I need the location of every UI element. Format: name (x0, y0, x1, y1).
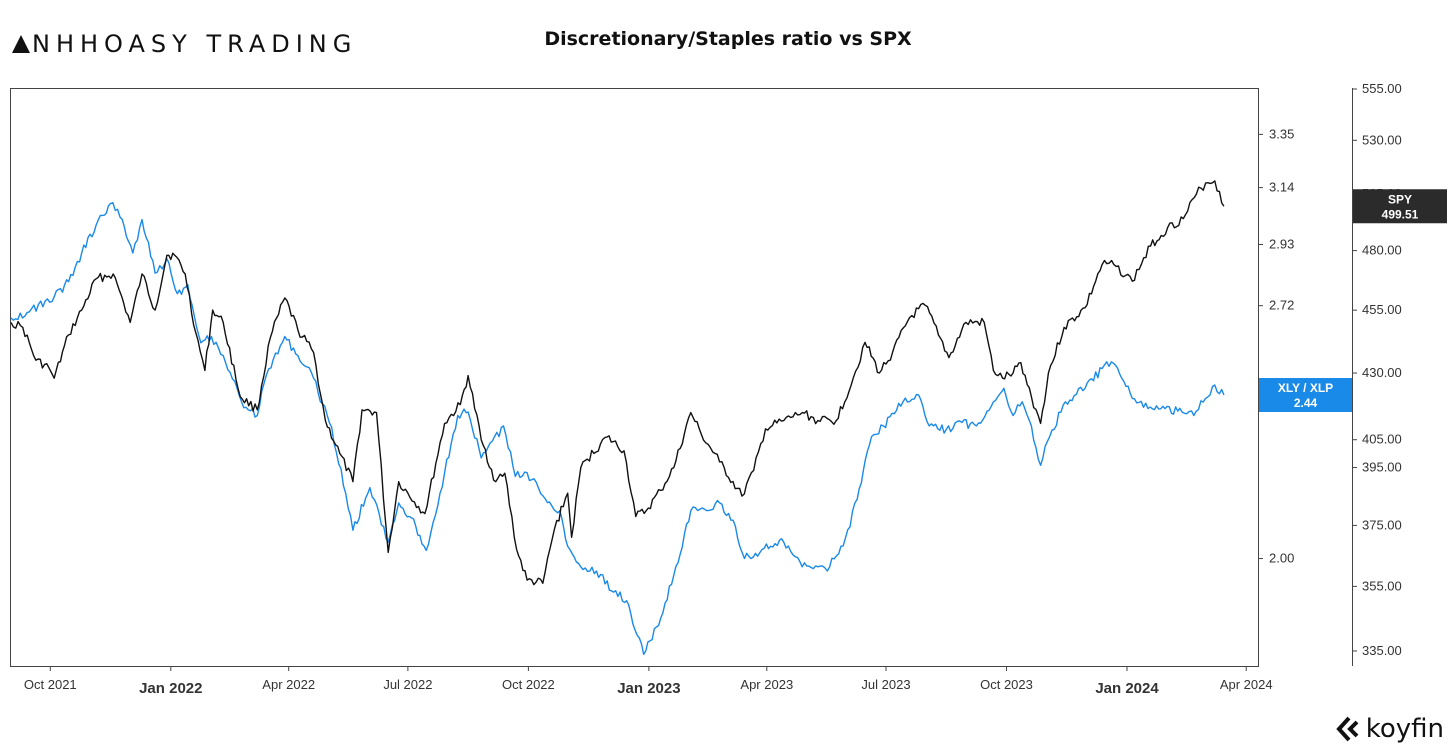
spy-tick-label: 395.00 (1362, 460, 1402, 475)
spy-tick-label: 375.00 (1362, 517, 1402, 532)
series-line-xly-xlp (10, 202, 1225, 656)
spy-tick-label: 455.00 (1362, 302, 1402, 317)
koyfin-text: koyfin (1365, 714, 1444, 744)
plot-frame (10, 88, 1259, 667)
spy-tick-label: 335.00 (1362, 643, 1402, 658)
spy-tick-label: 430.00 (1362, 365, 1402, 380)
series-line-spy (10, 180, 1225, 586)
ratio-tick-label: 2.72 (1269, 298, 1294, 313)
x-tick-label: Apr 2024 (1220, 677, 1273, 692)
brand-text: NHHOASY TRADING (32, 30, 358, 58)
ratio-tick-label: 3.35 (1269, 126, 1294, 141)
spy-axis: 555.00530.00505.00480.00455.00430.00405.… (1352, 81, 1402, 658)
chart-title: Discretionary/Staples ratio vs SPX (0, 28, 1456, 50)
spy-tick-label: 555.00 (1362, 81, 1402, 96)
badge-series-name: XLY / XLP (1278, 381, 1333, 395)
spy-tick-label: 405.00 (1362, 432, 1402, 447)
badge-background (1353, 189, 1447, 224)
x-tick-label: Jul 2023 (861, 677, 910, 692)
badge-background (1259, 378, 1352, 413)
brand-triangle-icon (12, 35, 30, 53)
x-tick-label: Jan 2022 (139, 680, 202, 697)
badge-series-name: SPY (1388, 192, 1412, 206)
koyfin-chevron-icon (1336, 716, 1359, 742)
x-tick-label: Jan 2024 (1095, 680, 1159, 697)
chart-title-text: Discretionary/Staples ratio vs SPX (544, 28, 912, 50)
badge-last-value: 2.44 (1294, 396, 1318, 410)
spy-tick-label: 480.00 (1362, 243, 1402, 258)
x-tick-label: Oct 2021 (24, 677, 77, 692)
badge-last-value: 499.51 (1382, 207, 1419, 221)
x-tick-label: Jul 2022 (383, 677, 432, 692)
spy-tick-label: 530.00 (1362, 132, 1402, 147)
x-tick-label: Jan 2023 (617, 680, 680, 697)
ratio-tick-label: 2.93 (1269, 237, 1294, 252)
x-tick-label: Oct 2022 (502, 677, 555, 692)
x-tick-label: Apr 2023 (740, 677, 793, 692)
ratio-tick-label: 2.00 (1269, 551, 1294, 566)
series-group (10, 180, 1225, 656)
koyfin-logo: koyfin (1336, 714, 1444, 744)
x-tick-label: Oct 2023 (980, 677, 1033, 692)
ratio-axis: 3.35 3.14 2.93 2.72 2.00 (1258, 126, 1294, 566)
x-tick-label: Apr 2022 (262, 677, 315, 692)
x-axis: Oct 2021 Jan 2022 Apr 2022 Jul 2022 Oct 2022… (24, 666, 1273, 697)
spy-tick-label: 355.00 (1362, 578, 1402, 593)
ratio-tick-label: 3.14 (1269, 180, 1294, 195)
brand-logo: NHHOASY TRADING (12, 30, 357, 58)
